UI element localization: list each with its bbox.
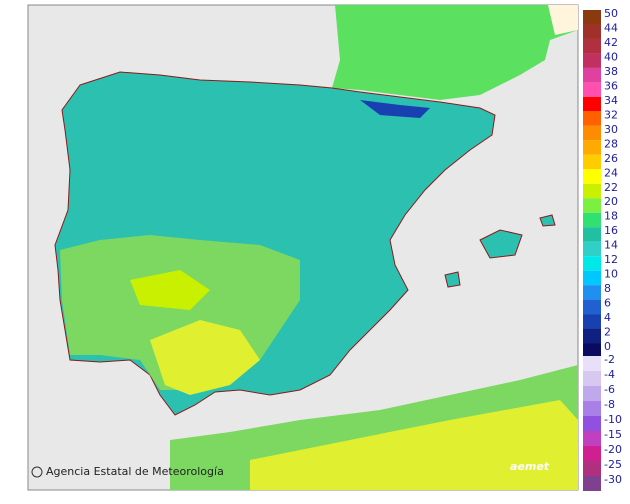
legend-label: 40 bbox=[604, 50, 618, 63]
hot-area bbox=[130, 270, 210, 310]
legend-swatch bbox=[583, 386, 601, 401]
legend-label: 34 bbox=[604, 94, 618, 107]
legend-swatch bbox=[583, 299, 601, 315]
legend-label: 16 bbox=[604, 224, 618, 237]
legend-label: 50 bbox=[604, 7, 618, 20]
legend-label: -2 bbox=[604, 353, 615, 366]
legend-label: 6 bbox=[604, 297, 611, 310]
logo: aemet bbox=[510, 460, 550, 473]
legend-label: 32 bbox=[604, 108, 618, 121]
legend-label: -25 bbox=[604, 458, 622, 471]
legend-swatch bbox=[583, 446, 601, 461]
island bbox=[444, 271, 461, 288]
legend-label: -30 bbox=[604, 473, 622, 486]
legend-label: 38 bbox=[604, 65, 618, 78]
legend-label: 18 bbox=[604, 210, 618, 223]
copyright-icon bbox=[31, 466, 43, 478]
legend-label: -20 bbox=[604, 443, 622, 456]
legend-label: -15 bbox=[604, 428, 622, 441]
legend-swatch bbox=[583, 212, 601, 228]
france-region bbox=[332, 5, 578, 100]
legend-swatch bbox=[583, 416, 601, 431]
legend-swatch bbox=[583, 198, 601, 213]
legend-swatch bbox=[583, 169, 601, 184]
legend-swatch bbox=[583, 183, 601, 199]
legend-swatch bbox=[583, 401, 601, 416]
legend-label: 2 bbox=[604, 326, 611, 339]
legend-label: 36 bbox=[604, 79, 618, 92]
legend-swatch bbox=[583, 431, 601, 446]
legend-swatch bbox=[583, 270, 601, 286]
legend-label: 22 bbox=[604, 181, 618, 194]
legend-swatch bbox=[583, 82, 601, 97]
africa-hot bbox=[250, 400, 578, 490]
land-edge bbox=[548, 5, 578, 35]
legend-swatch bbox=[583, 461, 601, 476]
legend-swatch bbox=[583, 125, 601, 141]
legend-label: 8 bbox=[604, 282, 611, 295]
legend-swatch bbox=[583, 476, 601, 491]
legend-swatch bbox=[583, 285, 601, 300]
legend-swatch bbox=[583, 96, 601, 112]
legend-swatch bbox=[583, 38, 601, 54]
credit: Agencia Estatal de Meteorología bbox=[46, 465, 224, 478]
legend-label: 30 bbox=[604, 123, 618, 136]
legend-swatch bbox=[583, 227, 601, 242]
legend-label: -10 bbox=[604, 413, 622, 426]
legend-label: -8 bbox=[604, 398, 615, 411]
legend-label: 10 bbox=[604, 268, 618, 281]
legend-swatch bbox=[583, 140, 601, 155]
legend-label: 12 bbox=[604, 253, 618, 266]
legend-swatch bbox=[583, 10, 601, 25]
legend-swatch bbox=[583, 53, 601, 68]
legend-swatch bbox=[583, 111, 601, 126]
legend-swatch bbox=[583, 371, 601, 386]
legend-swatch bbox=[583, 356, 601, 371]
hot-area bbox=[150, 320, 260, 395]
legend: 5044424038363432302826242220181614121086… bbox=[583, 7, 622, 491]
legend-swatch bbox=[583, 67, 601, 83]
legend-label: 20 bbox=[604, 195, 618, 208]
legend-label: 26 bbox=[604, 152, 618, 165]
legend-swatch bbox=[583, 24, 601, 39]
legend-label: 0 bbox=[604, 340, 611, 353]
island bbox=[479, 229, 523, 259]
legend-swatch bbox=[583, 256, 601, 271]
legend-swatch bbox=[583, 154, 601, 170]
cold-area bbox=[360, 100, 430, 118]
legend-swatch bbox=[583, 328, 601, 344]
legend-swatch bbox=[583, 314, 601, 329]
legend-swatch bbox=[583, 241, 601, 257]
legend-label: 28 bbox=[604, 137, 618, 150]
legend-label: -4 bbox=[604, 368, 615, 381]
island bbox=[539, 214, 556, 227]
legend-swatch bbox=[583, 343, 601, 358]
legend-label: 42 bbox=[604, 36, 618, 49]
legend-label: 14 bbox=[604, 239, 618, 252]
legend-label: -6 bbox=[604, 383, 615, 396]
legend-label: 24 bbox=[604, 166, 618, 179]
legend-label: 4 bbox=[604, 311, 611, 324]
legend-label: 44 bbox=[604, 21, 618, 34]
